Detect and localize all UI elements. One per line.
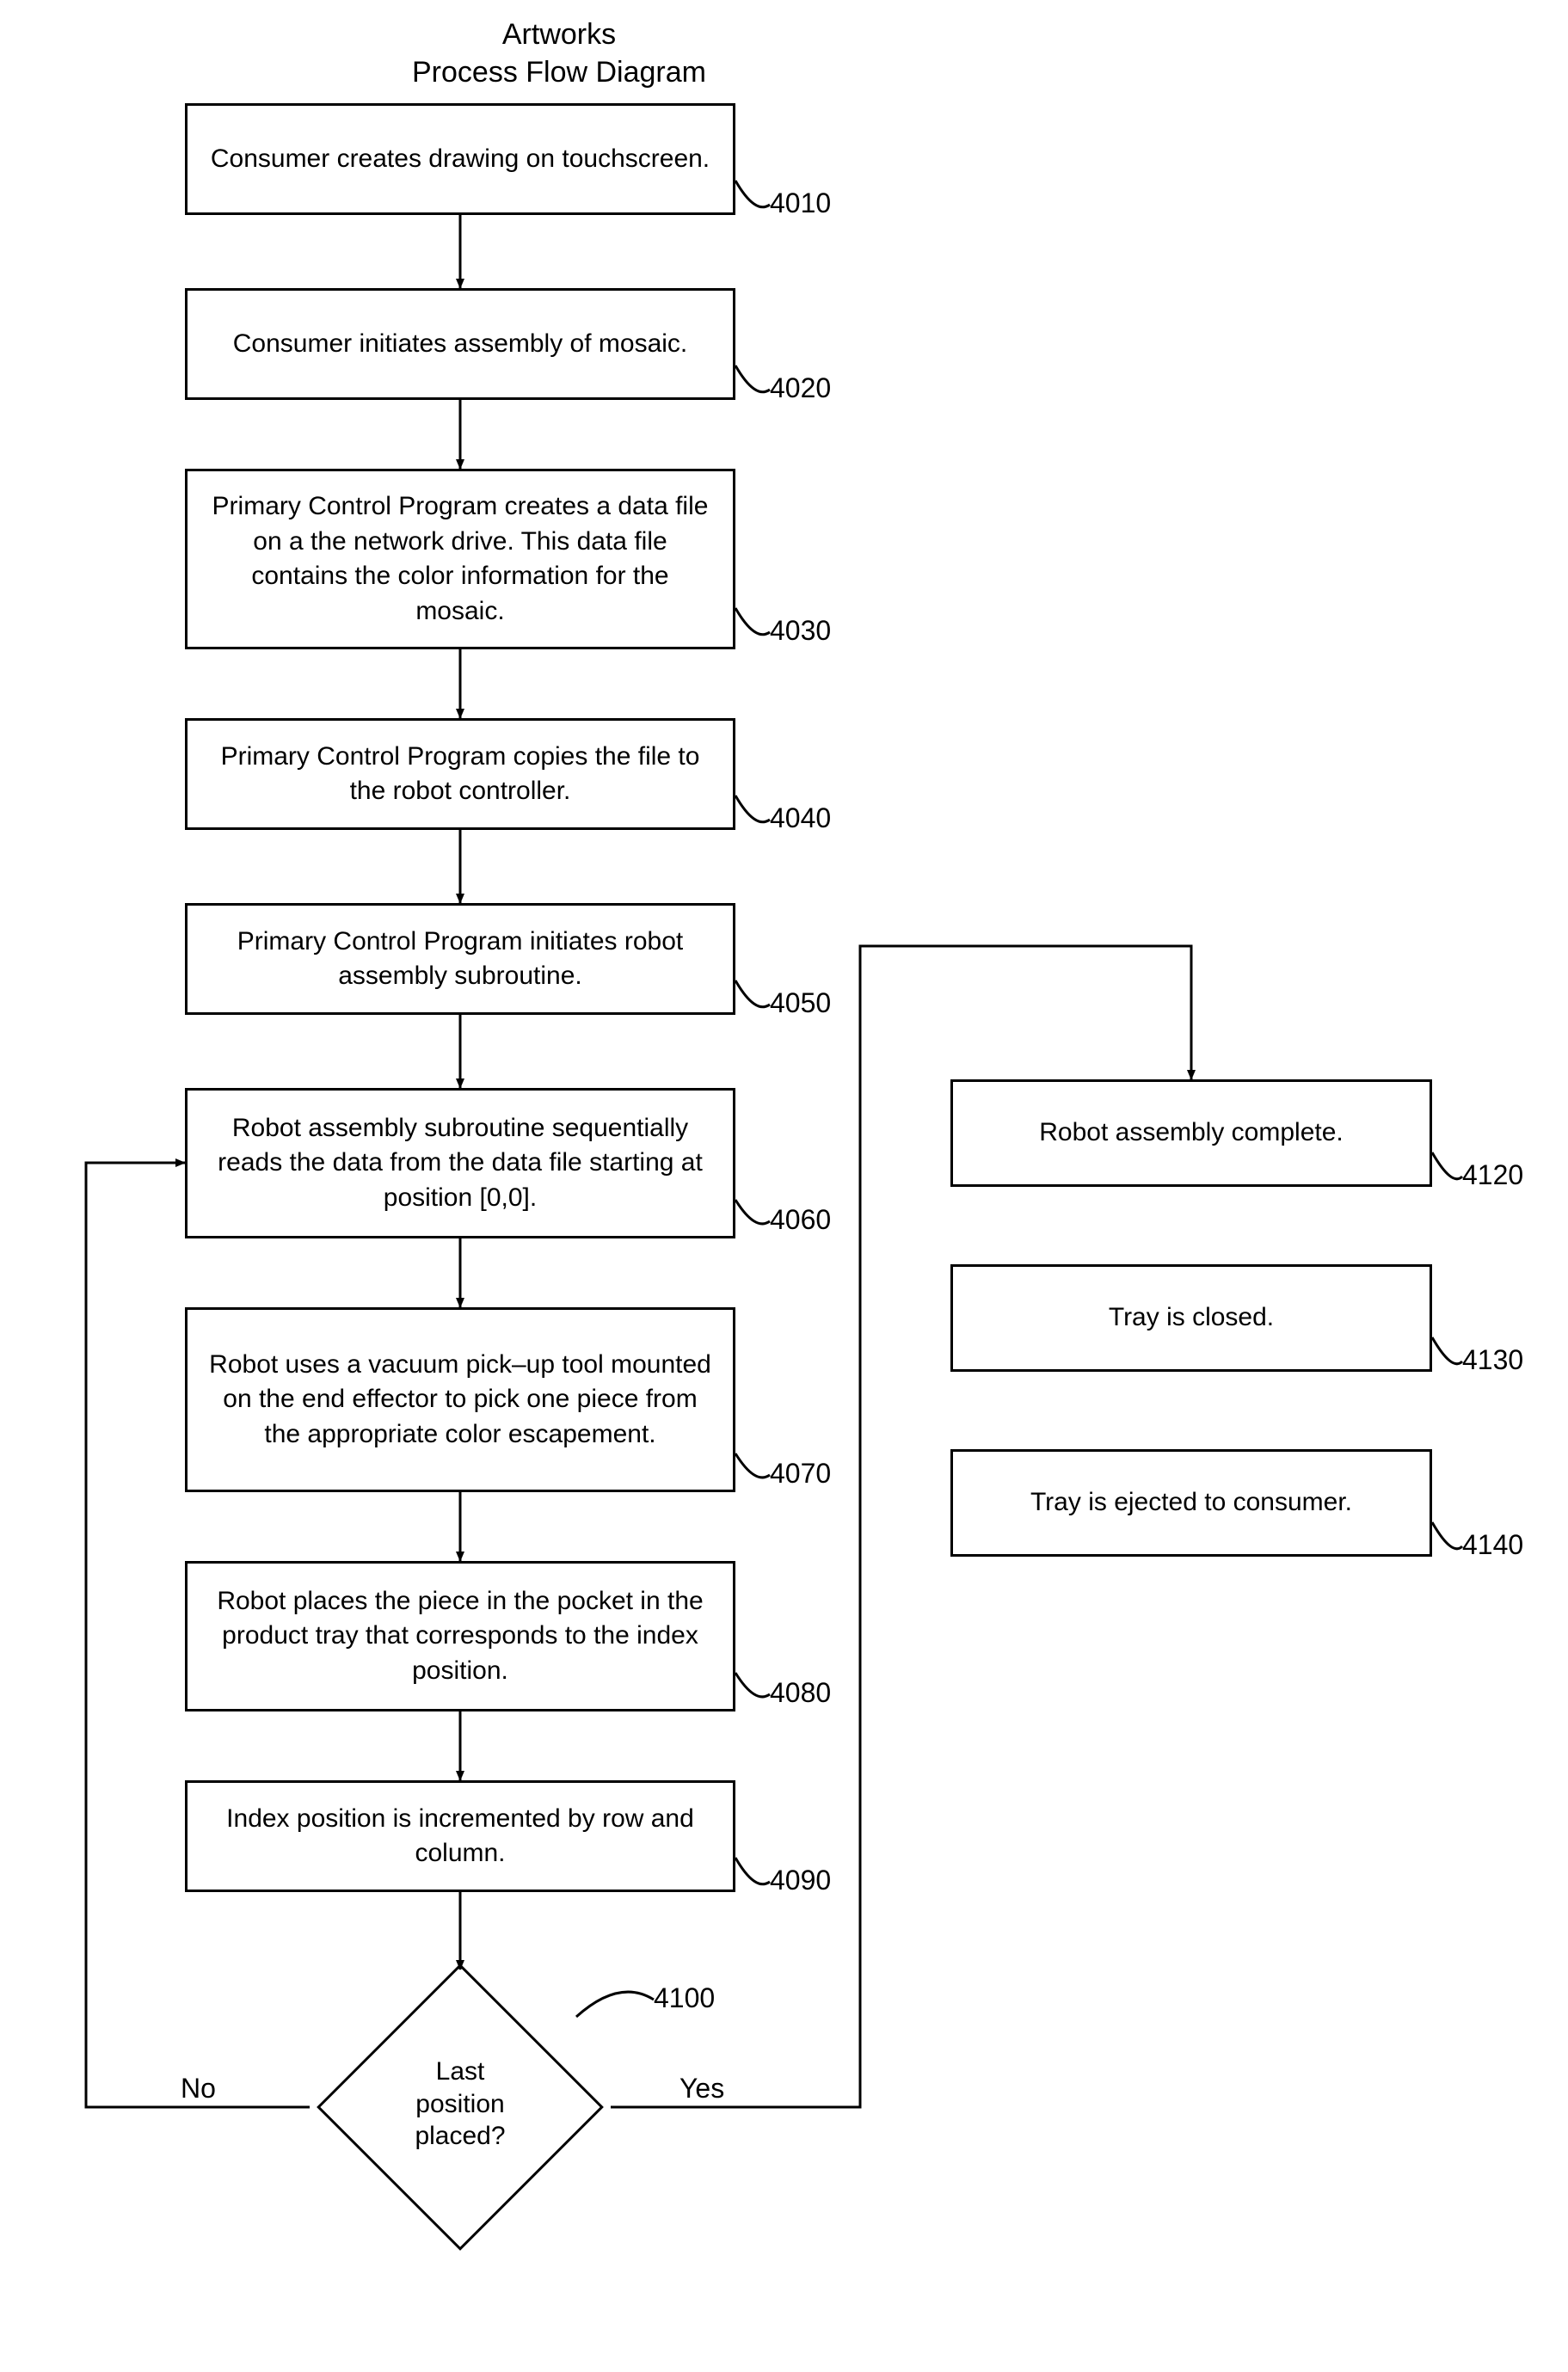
- ref-4060: 4060: [770, 1204, 831, 1236]
- title-line1: Artworks: [502, 18, 616, 51]
- ref-4030: 4030: [770, 615, 831, 647]
- node-4030-label: Primary Control Program creates a data f…: [206, 489, 714, 629]
- edge-label-yes: Yes: [679, 2073, 724, 2105]
- node-4070: Robot uses a vacuum pick–up tool mounted…: [185, 1307, 735, 1492]
- decision-line1: Last: [436, 2057, 485, 2086]
- callout-n4070: [735, 1453, 770, 1478]
- node-4020: Consumer initiates assembly of mosaic.: [185, 288, 735, 400]
- node-4040-label: Primary Control Program copies the file …: [206, 740, 714, 809]
- node-4130: Tray is closed.: [950, 1264, 1432, 1372]
- node-4050: Primary Control Program initiates robot …: [185, 903, 735, 1015]
- edge-label-no: No: [181, 2073, 216, 2105]
- callout-n4050: [735, 980, 770, 1007]
- ref-4080: 4080: [770, 1677, 831, 1709]
- node-4140-label: Tray is ejected to consumer.: [1030, 1485, 1352, 1521]
- decision-line2: position: [415, 2090, 504, 2118]
- ref-4050: 4050: [770, 987, 831, 1019]
- ref-4120: 4120: [1462, 1159, 1523, 1191]
- callout-n4040: [735, 796, 770, 822]
- ref-4090: 4090: [770, 1865, 831, 1896]
- node-4140: Tray is ejected to consumer.: [950, 1449, 1432, 1557]
- ref-4040: 4040: [770, 802, 831, 834]
- callout-n4090: [735, 1858, 770, 1884]
- callout-n4010: [735, 181, 770, 207]
- node-4020-label: Consumer initiates assembly of mosaic.: [233, 327, 688, 362]
- callout-n4130: [1432, 1337, 1462, 1364]
- node-4030: Primary Control Program creates a data f…: [185, 469, 735, 649]
- node-4120-label: Robot assembly complete.: [1039, 1115, 1344, 1151]
- callout-n4120: [1432, 1152, 1462, 1179]
- callout-n4030: [735, 608, 770, 635]
- node-4080-label: Robot places the piece in the pocket in …: [206, 1584, 714, 1689]
- node-4010-label: Consumer creates drawing on touchscreen.: [211, 142, 710, 177]
- callout-n4020: [735, 366, 770, 392]
- ref-4070: 4070: [770, 1458, 831, 1490]
- flowchart-canvas: Artworks Process Flow Diagram Consumer c…: [0, 0, 1568, 2372]
- decision-4100: Last position placed?: [310, 1969, 611, 2245]
- node-4050-label: Primary Control Program initiates robot …: [206, 925, 714, 994]
- ref-4020: 4020: [770, 372, 831, 404]
- node-4090: Index position is incremented by row and…: [185, 1780, 735, 1892]
- node-4130-label: Tray is closed.: [1109, 1300, 1274, 1336]
- node-4060-label: Robot assembly subroutine sequentially r…: [206, 1111, 714, 1216]
- title-line2: Process Flow Diagram: [412, 56, 706, 89]
- node-4010: Consumer creates drawing on touchscreen.: [185, 103, 735, 215]
- diagram-title: Artworks Process Flow Diagram: [284, 15, 834, 91]
- node-4040: Primary Control Program copies the file …: [185, 718, 735, 830]
- ref-4130: 4130: [1462, 1344, 1523, 1376]
- ref-4140: 4140: [1462, 1529, 1523, 1561]
- decision-line3: placed?: [415, 2122, 505, 2150]
- ref-4010: 4010: [770, 187, 831, 219]
- ref-4100: 4100: [654, 1982, 715, 2014]
- node-4060: Robot assembly subroutine sequentially r…: [185, 1088, 735, 1238]
- node-4080: Robot places the piece in the pocket in …: [185, 1561, 735, 1711]
- node-4090-label: Index position is incremented by row and…: [206, 1802, 714, 1871]
- callout-n4140: [1432, 1522, 1462, 1549]
- callout-n4080: [735, 1673, 770, 1697]
- node-4120: Robot assembly complete.: [950, 1079, 1432, 1187]
- callout-n4060: [735, 1200, 770, 1224]
- decision-4100-label: Last position placed?: [310, 2056, 611, 2153]
- node-4070-label: Robot uses a vacuum pick–up tool mounted…: [206, 1348, 714, 1453]
